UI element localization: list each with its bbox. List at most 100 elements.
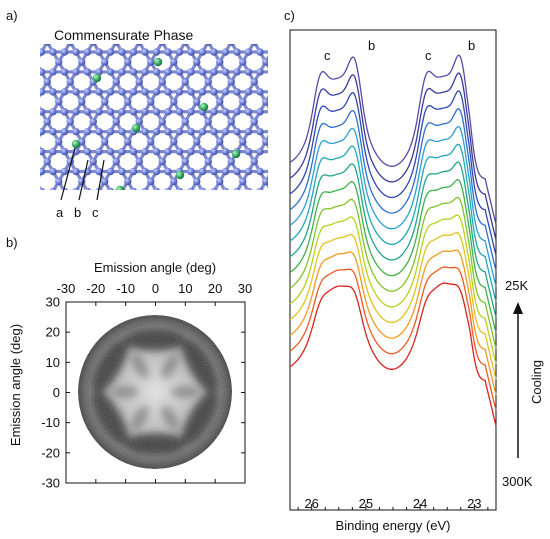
lattice-bond bbox=[300, 112, 306, 122]
lattice-atom bbox=[337, 28, 344, 35]
lattice-atom bbox=[49, 127, 57, 136]
lattice-atom bbox=[112, 157, 120, 166]
lattice-bond bbox=[30, 142, 36, 152]
lattice-atom bbox=[262, 58, 268, 66]
lattice-atom bbox=[210, 147, 218, 156]
lattice-atom bbox=[21, 158, 28, 165]
temperature-bottom-label: 300K bbox=[502, 474, 533, 489]
lattice-atom bbox=[60, 88, 69, 96]
spectrum-curve bbox=[289, 72, 497, 240]
lattice-atom bbox=[164, 208, 171, 215]
lattice-atom bbox=[205, 198, 212, 205]
lattice-atom bbox=[9, 218, 16, 225]
lattice-atom bbox=[175, 127, 184, 136]
lattice-atom bbox=[210, 108, 218, 116]
lattice-atom bbox=[3, 168, 10, 175]
lattice-atom bbox=[216, 98, 224, 106]
lattice-atom bbox=[331, 58, 338, 65]
lattice-atom bbox=[274, 158, 281, 165]
lattice-bond bbox=[203, 32, 209, 42]
lattice-atom bbox=[106, 167, 115, 176]
lattice-bond bbox=[283, 132, 289, 142]
lattice-bond bbox=[86, 189, 89, 190]
lattice-atom bbox=[0, 198, 5, 205]
lattice-atom bbox=[302, 48, 309, 55]
site-label-c: c bbox=[92, 205, 99, 220]
lattice-bond bbox=[283, 102, 289, 112]
lattice-atom bbox=[181, 78, 189, 86]
lattice-bond bbox=[24, 191, 30, 201]
lattice-bond bbox=[47, 201, 53, 211]
lattice-atom bbox=[175, 147, 184, 156]
lattice-atom bbox=[193, 137, 201, 146]
adatom bbox=[199, 102, 209, 112]
lattice-atom bbox=[239, 218, 246, 225]
lattice-atom bbox=[43, 78, 51, 86]
lattice-bond bbox=[277, 201, 283, 211]
lattice-bond bbox=[24, 72, 30, 82]
lattice-bond bbox=[272, 82, 278, 92]
lattice-atom bbox=[210, 28, 217, 35]
lattice-atom bbox=[26, 208, 33, 215]
lattice-bond bbox=[1, 152, 7, 162]
y-tick-label: -10 bbox=[41, 415, 60, 430]
spectrum-curve bbox=[289, 161, 497, 318]
lattice-atom bbox=[262, 137, 268, 146]
lattice-atom bbox=[141, 68, 149, 76]
lattice-atom bbox=[320, 198, 327, 205]
lattice-atom bbox=[250, 118, 258, 126]
spectrum-curve bbox=[289, 196, 497, 349]
lattice-atom bbox=[233, 187, 241, 190]
lattice-atom bbox=[124, 137, 132, 146]
lattice-atom bbox=[221, 108, 230, 116]
lattice-atom bbox=[187, 88, 195, 96]
lattice-bond bbox=[266, 211, 272, 221]
lattice-atom bbox=[60, 68, 69, 76]
lattice-atom bbox=[210, 88, 218, 96]
lattice-atom bbox=[95, 68, 103, 76]
lattice-bond bbox=[1, 82, 7, 92]
spectrum-curve bbox=[289, 143, 497, 302]
lattice-atom bbox=[44, 198, 51, 205]
lattice-atom bbox=[285, 98, 292, 105]
lattice-atom bbox=[193, 58, 201, 66]
lattice-atom bbox=[21, 78, 28, 85]
lattice-atom bbox=[129, 108, 138, 116]
lattice-atom bbox=[135, 118, 143, 126]
lattice-atom bbox=[43, 157, 51, 166]
lattice-bond bbox=[0, 162, 1, 172]
lattice-atom bbox=[176, 187, 183, 190]
lattice-bond bbox=[155, 189, 158, 190]
lattice-bond bbox=[13, 172, 19, 182]
lattice-atom bbox=[15, 208, 22, 215]
lattice-atom bbox=[21, 118, 28, 125]
lattice-bond bbox=[122, 211, 128, 221]
lattice-atom bbox=[279, 88, 286, 95]
lattice-atom bbox=[175, 108, 184, 116]
lattice-atom bbox=[101, 98, 109, 106]
lattice-atom bbox=[244, 127, 253, 136]
lattice-atom bbox=[67, 44, 74, 46]
lattice-atom bbox=[267, 150, 268, 153]
lattice-atom bbox=[55, 137, 63, 146]
lattice-bond bbox=[30, 92, 36, 102]
lattice-atom bbox=[325, 128, 332, 135]
lattice-bond bbox=[13, 132, 19, 142]
lattice-atom bbox=[21, 198, 28, 205]
lattice-atom bbox=[256, 147, 264, 156]
lattice-atom bbox=[26, 168, 33, 175]
panel-a-title: Commensurate Phase bbox=[54, 27, 194, 43]
lattice-atom bbox=[343, 158, 350, 165]
lattice-atom bbox=[136, 198, 143, 205]
lattice-atom bbox=[164, 48, 172, 56]
lattice-atom bbox=[221, 88, 230, 96]
lattice-atom bbox=[164, 147, 172, 156]
lattice-atom bbox=[159, 198, 166, 205]
lattice-atom bbox=[267, 130, 268, 133]
lattice-atom bbox=[199, 208, 206, 215]
lattice-atom bbox=[320, 38, 327, 45]
lattice-atom bbox=[60, 127, 69, 136]
lattice-atom bbox=[302, 108, 309, 115]
lattice-atom bbox=[285, 178, 292, 185]
